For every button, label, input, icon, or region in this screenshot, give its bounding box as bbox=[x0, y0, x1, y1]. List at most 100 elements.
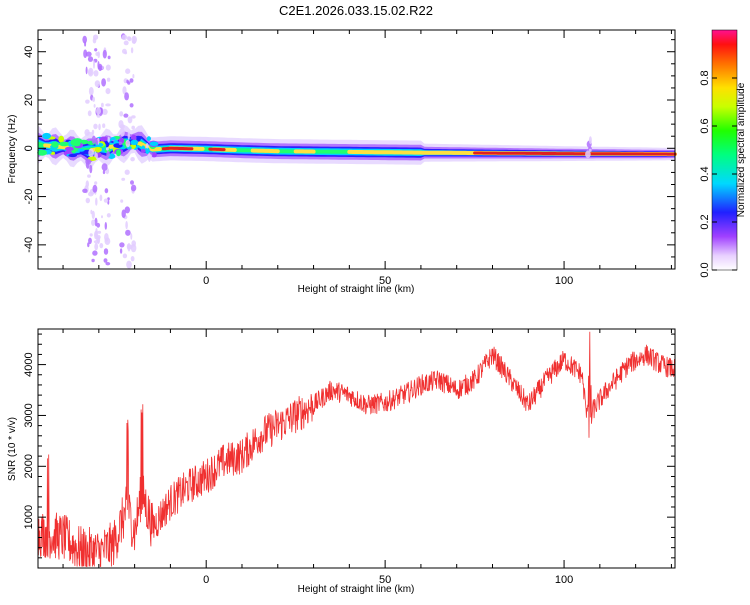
colorbar-tick-label: 0.0 bbox=[699, 262, 711, 277]
spectrogram-streak bbox=[130, 180, 134, 185]
spectrogram-streak bbox=[84, 129, 89, 136]
spectrogram-blob bbox=[70, 139, 78, 146]
spectrogram-streak bbox=[121, 178, 125, 181]
spectrogram-blob bbox=[100, 137, 108, 142]
spectrogram-streak bbox=[100, 195, 103, 202]
spectrogram-x-label: Height of straight line (km) bbox=[298, 284, 415, 295]
spectrogram-streak bbox=[105, 222, 107, 230]
spectrogram-blob bbox=[58, 136, 64, 143]
spectrogram-streak bbox=[128, 37, 131, 42]
snr-y-label: SNR (10 * v/v) bbox=[7, 417, 18, 481]
spectrogram-streak bbox=[105, 103, 111, 106]
spectrogram-streak bbox=[124, 92, 129, 100]
spectrogram-streak bbox=[146, 143, 149, 149]
spectrogram-streak bbox=[86, 180, 89, 187]
spectrogram-streak bbox=[94, 243, 98, 250]
snr-y-tick-label: 1000 bbox=[23, 505, 35, 529]
spectrogram-streak bbox=[94, 104, 96, 108]
spectrogram-streak bbox=[94, 48, 97, 51]
spectrogram-streak bbox=[88, 110, 92, 116]
figure-title: C2E1.2026.033.15.02.R22 bbox=[279, 3, 433, 18]
spectrogram-streak bbox=[95, 138, 97, 142]
spectrogram-streak bbox=[88, 192, 94, 197]
spectrogram-streak bbox=[99, 243, 103, 248]
spectrogram-streak bbox=[91, 259, 94, 262]
spectrogram-ridge-peak bbox=[163, 148, 192, 149]
spectrogram-x-tick-label: 0 bbox=[203, 275, 209, 287]
spectrogram-streak bbox=[88, 238, 92, 244]
spectrogram-streak bbox=[124, 41, 129, 46]
colorbar-tick-label: 0.8 bbox=[699, 70, 711, 85]
spectrogram-streak bbox=[130, 233, 132, 240]
spectrogram-streak bbox=[104, 258, 108, 263]
spectrogram-streak bbox=[131, 244, 137, 252]
spectrogram-streak bbox=[131, 47, 133, 53]
spectrogram-blob bbox=[68, 154, 77, 157]
spectrogram-streak bbox=[94, 181, 97, 185]
spectrogram-streak bbox=[104, 248, 108, 255]
spectrogram-streak bbox=[95, 80, 100, 87]
spectrogram-streak bbox=[96, 223, 100, 228]
snr-x-label: Height of straight line (km) bbox=[298, 584, 415, 595]
spectrogram-streak bbox=[131, 126, 135, 130]
spectrogram-streak bbox=[119, 242, 124, 247]
spectrogram-streak bbox=[122, 35, 128, 41]
spectrogram-streak bbox=[126, 80, 129, 84]
spectrogram-streak bbox=[95, 52, 99, 56]
spectrogram-blob bbox=[111, 137, 116, 140]
spectrogram-streak bbox=[125, 68, 130, 74]
spectrogram-ridge-highlight bbox=[253, 151, 278, 152]
spectrogram-streak bbox=[86, 52, 92, 57]
spectrogram-streak bbox=[94, 70, 99, 76]
spectrogram-streak bbox=[85, 159, 91, 165]
spectrogram-streak bbox=[93, 185, 98, 193]
spectrogram-x-tick-label: 100 bbox=[555, 275, 573, 287]
spectrogram-streak bbox=[98, 124, 101, 131]
spectrogram-blob bbox=[95, 147, 101, 153]
spectrogram-streak bbox=[130, 103, 134, 107]
snr-y-tick-label: 4000 bbox=[23, 352, 35, 376]
spectrogram-streak bbox=[131, 185, 136, 192]
spectrogram-streak bbox=[87, 174, 91, 177]
spectrogram-streak bbox=[105, 262, 110, 265]
spectrogram-streak bbox=[119, 142, 122, 145]
spectrogram-streak bbox=[108, 137, 110, 143]
spectrogram-streak bbox=[126, 140, 131, 148]
spectrogram-blob bbox=[37, 150, 47, 156]
spectrogram-streak bbox=[125, 170, 130, 175]
spectrogram-streak bbox=[96, 237, 100, 242]
spectrogram-heatmap bbox=[37, 33, 675, 268]
spectrogram-streak bbox=[82, 189, 87, 193]
spectrogram-y-tick-label: 20 bbox=[23, 94, 35, 106]
spectrogram-streak bbox=[104, 233, 109, 242]
spectrogram-streak bbox=[125, 221, 128, 229]
spectrogram-streak bbox=[120, 199, 123, 202]
spectrogram-y-tick-label: -40 bbox=[23, 237, 35, 253]
spectrogram-streak bbox=[107, 213, 111, 217]
snr-y-tick-label: 3000 bbox=[23, 403, 35, 427]
spectrogram-streak bbox=[93, 124, 97, 130]
colorbar: 0.00.20.40.60.8 Normalized spectral ampl… bbox=[699, 30, 747, 278]
spectrogram-blob bbox=[51, 142, 58, 148]
spectrogram-streak bbox=[123, 114, 128, 118]
spectrogram-blob bbox=[78, 149, 85, 152]
spectrogram-streak bbox=[86, 198, 90, 204]
spectrogram-streak bbox=[86, 67, 88, 75]
spectrogram-streak bbox=[92, 250, 97, 255]
spectrogram-ridge-peak bbox=[210, 149, 224, 150]
spectrogram-streak bbox=[107, 78, 110, 82]
spectrogram-streak bbox=[105, 188, 109, 193]
spectrogram-streak bbox=[93, 60, 95, 68]
colorbar-tick-label: 0.2 bbox=[699, 214, 711, 229]
spectrogram-streak bbox=[589, 149, 592, 152]
spectrogram-blob bbox=[147, 136, 151, 141]
snr-y-tick-label: 2000 bbox=[23, 454, 35, 478]
spectrogram-y-tick-label: 40 bbox=[23, 46, 35, 58]
spectrogram-streak bbox=[106, 151, 110, 158]
spectrogram-streak bbox=[103, 50, 107, 59]
